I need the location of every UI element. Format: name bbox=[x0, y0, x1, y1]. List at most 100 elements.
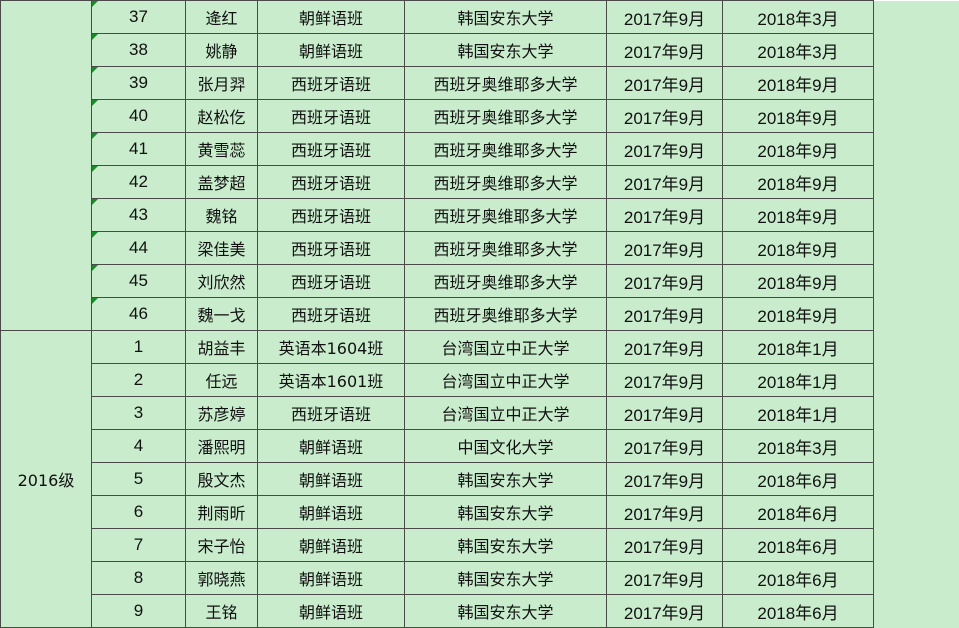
table-row: 2 任远 英语本1601班 台湾国立中正大学 2017年9月 2018年1月 bbox=[1, 363, 959, 397]
empty-cell bbox=[873, 462, 959, 496]
number: 7 bbox=[91, 528, 186, 562]
table-row: 37 逄红 朝鲜语班 韩国安东大学 2017年9月 2018年3月 bbox=[0, 0, 959, 331]
end-date: 2018年9月 bbox=[722, 297, 874, 331]
start-date: 2017年9月 bbox=[606, 429, 723, 463]
end-date: 2018年9月 bbox=[722, 66, 874, 100]
end-date: 2018年1月 bbox=[722, 363, 874, 397]
empty-cell bbox=[873, 495, 959, 529]
start-date: 2017年9月 bbox=[606, 462, 723, 496]
empty-cell bbox=[873, 297, 959, 331]
end-date: 2018年9月 bbox=[722, 231, 874, 265]
class: 朝鲜语班 bbox=[257, 495, 405, 529]
end-date: 2018年6月 bbox=[722, 462, 874, 496]
number: 43 bbox=[91, 198, 186, 232]
empty-cell bbox=[873, 396, 959, 430]
university: 韩国安东大学 bbox=[404, 33, 607, 67]
end-date: 2018年3月 bbox=[722, 0, 874, 34]
end-date: 2018年3月 bbox=[722, 33, 874, 67]
end-date: 2018年6月 bbox=[722, 528, 874, 562]
class: 西班牙语班 bbox=[257, 396, 405, 430]
university: 韩国安东大学 bbox=[404, 528, 607, 562]
start-date: 2017年9月 bbox=[606, 330, 723, 364]
class: 朝鲜语班 bbox=[257, 528, 405, 562]
empty-cell bbox=[873, 99, 959, 133]
number: 37 bbox=[91, 0, 186, 34]
empty-cell bbox=[873, 165, 959, 199]
empty-cell bbox=[873, 33, 959, 67]
group-cell bbox=[0, 0, 92, 331]
end-date: 2018年6月 bbox=[722, 594, 874, 628]
number: 1 bbox=[91, 330, 186, 364]
university: 台湾国立中正大学 bbox=[404, 330, 607, 364]
class: 英语本1604班 bbox=[257, 330, 405, 364]
start-date: 2017年9月 bbox=[606, 396, 723, 430]
end-date: 2018年9月 bbox=[722, 264, 874, 298]
class: 西班牙语班 bbox=[257, 99, 405, 133]
name: 苏彦婷 bbox=[185, 396, 258, 430]
name: 魏铭 bbox=[185, 198, 258, 232]
number: 45 bbox=[91, 264, 186, 298]
table-row: 42 盖梦超 西班牙语班 西班牙奥维耶多大学 2017年9月 2018年9月 bbox=[1, 165, 959, 199]
number: 39 bbox=[91, 66, 186, 100]
class: 西班牙语班 bbox=[257, 264, 405, 298]
name: 任远 bbox=[185, 363, 258, 397]
class: 西班牙语班 bbox=[257, 297, 405, 331]
name: 姚静 bbox=[185, 33, 258, 67]
number: 5 bbox=[91, 462, 186, 496]
empty-cell bbox=[873, 0, 959, 34]
table-row: 7 宋子怡 朝鲜语班 韩国安东大学 2017年9月 2018年6月 bbox=[1, 528, 959, 562]
number: 9 bbox=[91, 594, 186, 628]
table-row: 39 张月羿 西班牙语班 西班牙奥维耶多大学 2017年9月 2018年9月 bbox=[1, 66, 959, 100]
start-date: 2017年9月 bbox=[606, 231, 723, 265]
university: 韩国安东大学 bbox=[404, 561, 607, 595]
name: 郭晓燕 bbox=[185, 561, 258, 595]
table-row: 6 荆雨昕 朝鲜语班 韩国安东大学 2017年9月 2018年6月 bbox=[1, 495, 959, 529]
start-date: 2017年9月 bbox=[606, 561, 723, 595]
empty-cell bbox=[873, 594, 959, 628]
university: 韩国安东大学 bbox=[404, 594, 607, 628]
number: 44 bbox=[91, 231, 186, 265]
university: 西班牙奥维耶多大学 bbox=[404, 132, 607, 166]
name: 盖梦超 bbox=[185, 165, 258, 199]
end-date: 2018年9月 bbox=[722, 99, 874, 133]
table-row: 8 郭晓燕 朝鲜语班 韩国安东大学 2017年9月 2018年6月 bbox=[1, 561, 959, 595]
name: 张月羿 bbox=[185, 66, 258, 100]
number: 38 bbox=[91, 33, 186, 67]
empty-cell bbox=[873, 429, 959, 463]
table-row: 2016级 1 胡益丰 英语本1604班 台湾国立中正大学 2017年9月 2018年1月 bbox=[0, 330, 959, 628]
number: 42 bbox=[91, 165, 186, 199]
name: 殷文杰 bbox=[185, 462, 258, 496]
end-date: 2018年9月 bbox=[722, 198, 874, 232]
start-date: 2017年9月 bbox=[606, 132, 723, 166]
table-row: 9 王铭 朝鲜语班 韩国安东大学 2017年9月 2018年6月 bbox=[1, 594, 959, 628]
number: 46 bbox=[91, 297, 186, 331]
university: 台湾国立中正大学 bbox=[404, 363, 607, 397]
start-date: 2017年9月 bbox=[606, 594, 723, 628]
name: 荆雨昕 bbox=[185, 495, 258, 529]
number: 6 bbox=[91, 495, 186, 529]
empty-cell bbox=[873, 198, 959, 232]
name: 赵松仡 bbox=[185, 99, 258, 133]
name: 逄红 bbox=[185, 0, 258, 34]
empty-cell bbox=[873, 561, 959, 595]
table-row: 5 殷文杰 朝鲜语班 韩国安东大学 2017年9月 2018年6月 bbox=[1, 462, 959, 496]
class: 朝鲜语班 bbox=[257, 0, 405, 34]
university: 西班牙奥维耶多大学 bbox=[404, 165, 607, 199]
university: 韩国安东大学 bbox=[404, 0, 607, 34]
university: 西班牙奥维耶多大学 bbox=[404, 66, 607, 100]
end-date: 2018年1月 bbox=[722, 330, 874, 364]
class: 英语本1601班 bbox=[257, 363, 405, 397]
university: 西班牙奥维耶多大学 bbox=[404, 297, 607, 331]
start-date: 2017年9月 bbox=[606, 363, 723, 397]
number: 40 bbox=[91, 99, 186, 133]
start-date: 2017年9月 bbox=[606, 297, 723, 331]
number: 2 bbox=[91, 363, 186, 397]
university: 西班牙奥维耶多大学 bbox=[404, 198, 607, 232]
name: 王铭 bbox=[185, 594, 258, 628]
empty-cell bbox=[873, 231, 959, 265]
name: 潘熙明 bbox=[185, 429, 258, 463]
empty-cell bbox=[873, 330, 959, 364]
empty-cell bbox=[873, 264, 959, 298]
end-date: 2018年6月 bbox=[722, 561, 874, 595]
